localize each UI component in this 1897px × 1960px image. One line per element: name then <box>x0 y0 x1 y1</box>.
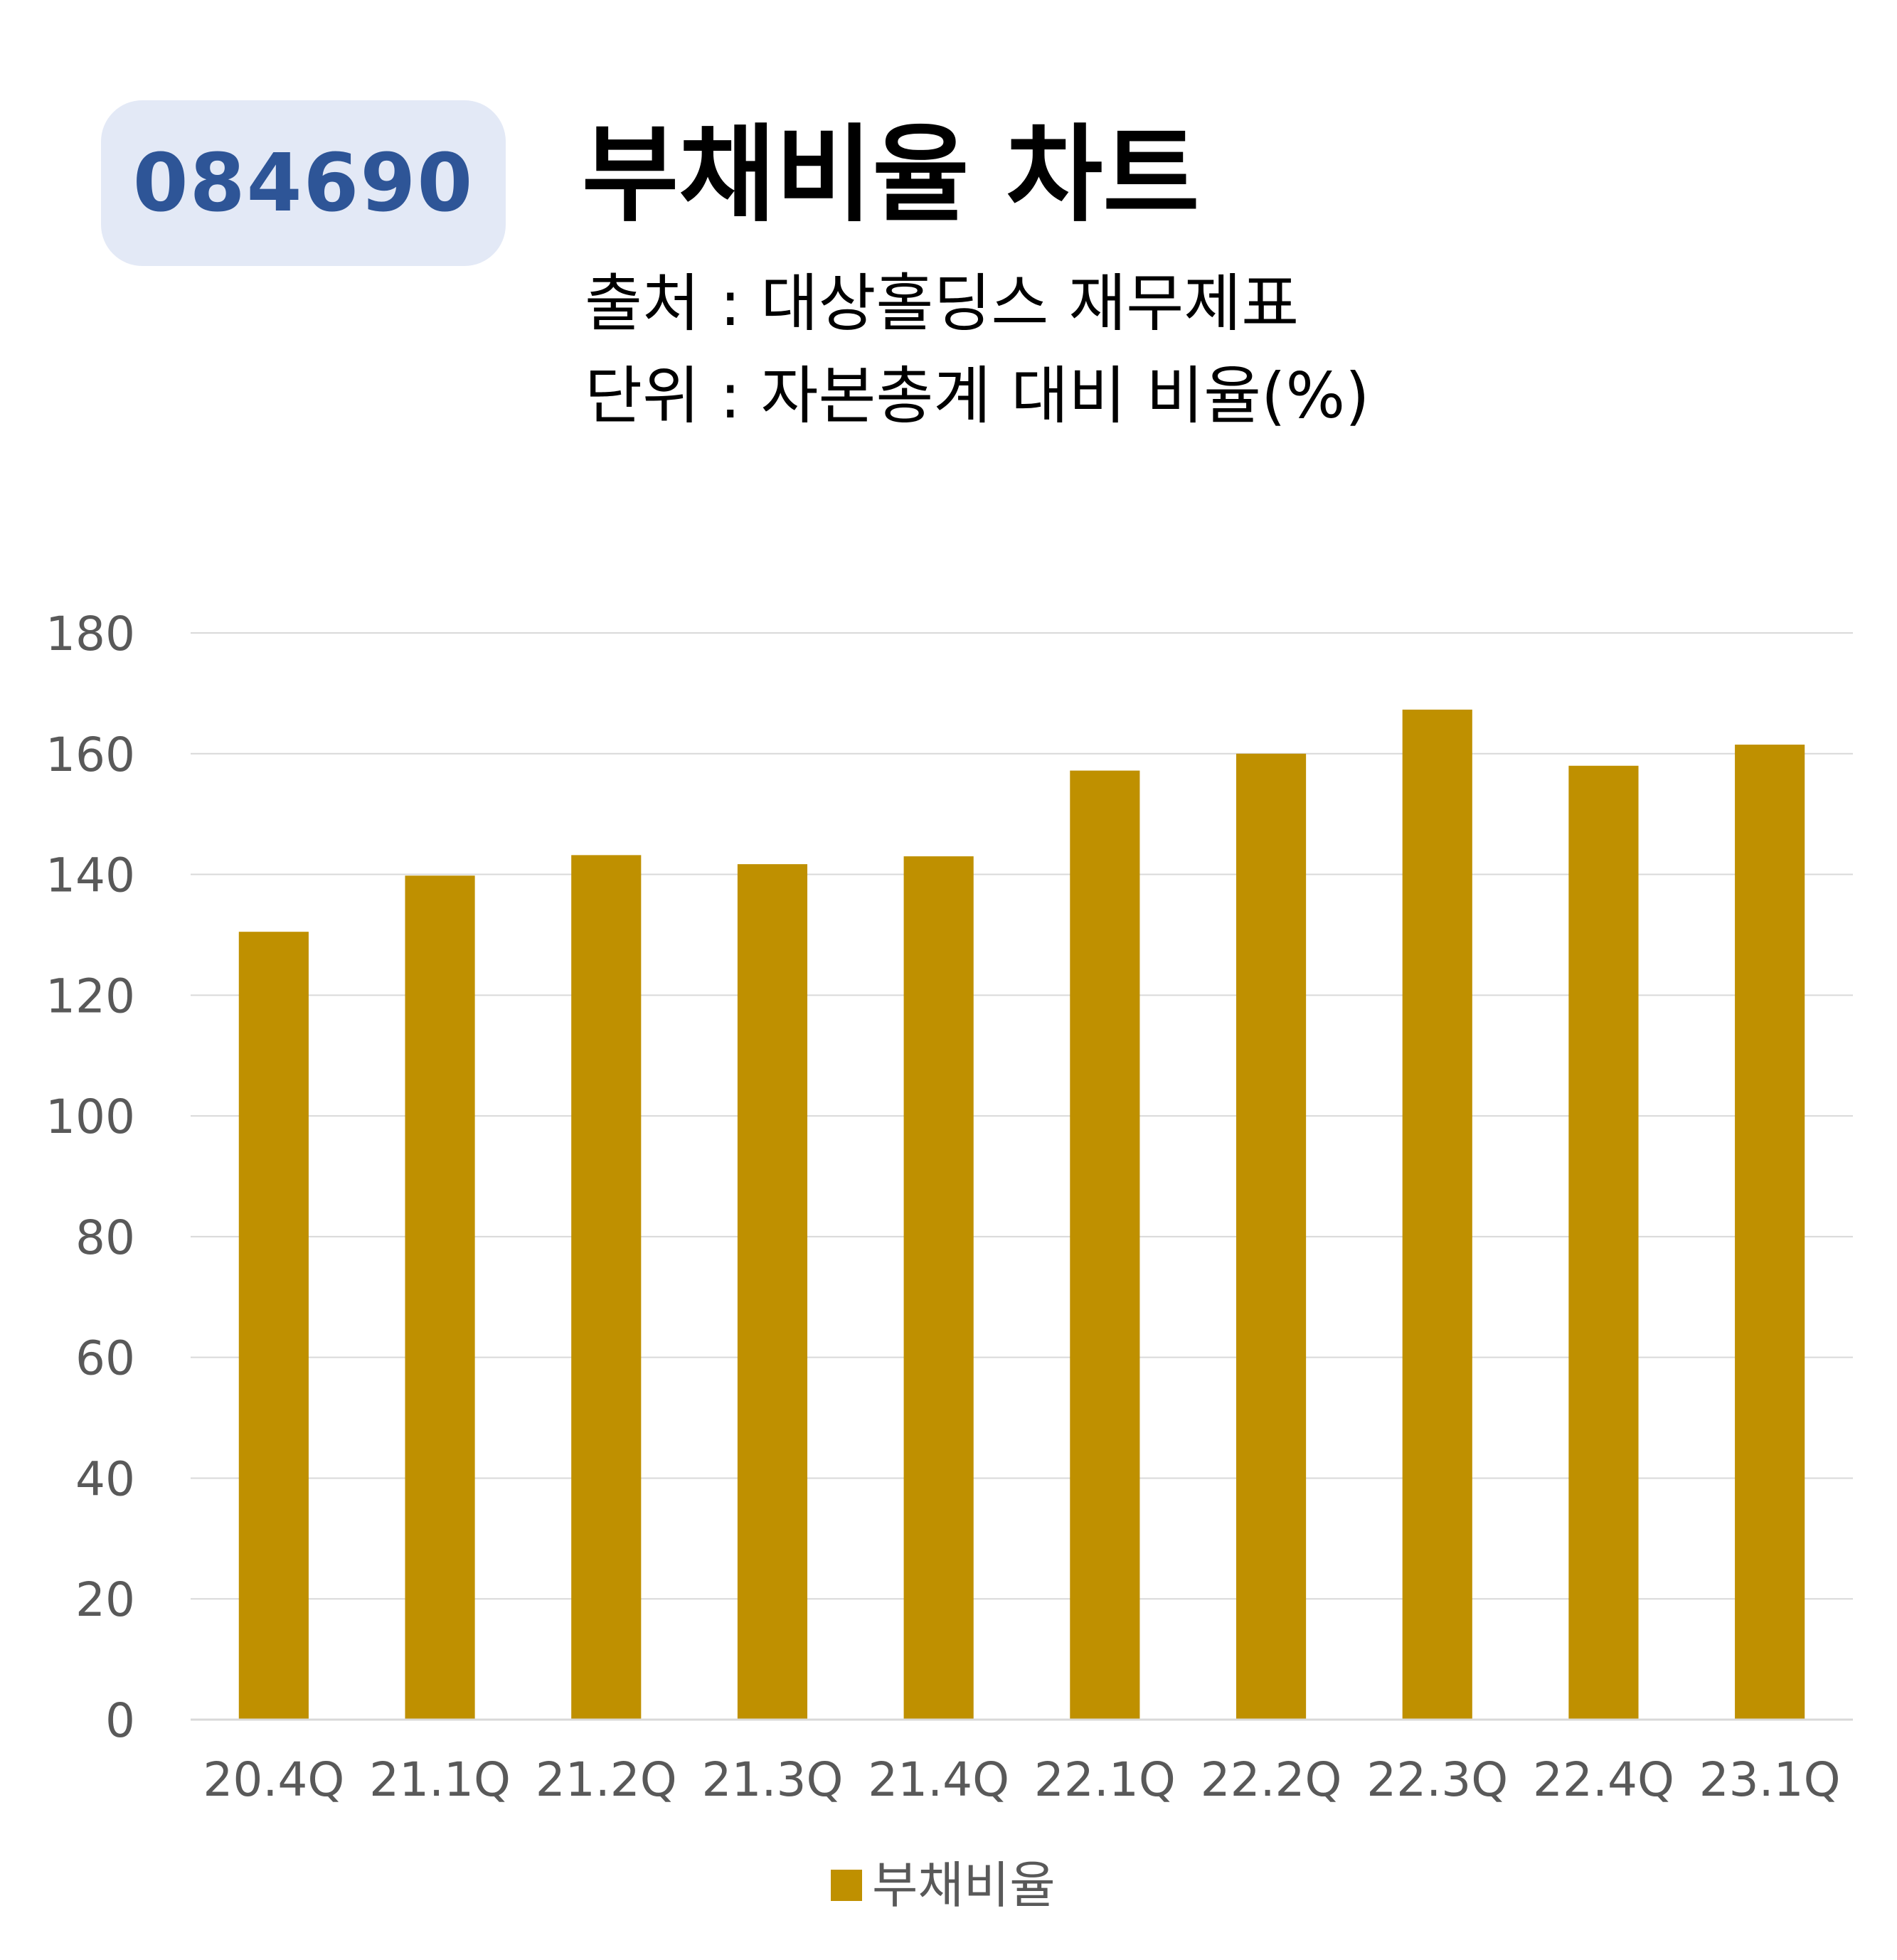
chart-unit: 단위 : 자본총계 대비 비율(%) <box>585 359 1370 432</box>
bar-22.2Q <box>1236 753 1307 1720</box>
stock-code: 084690 <box>132 137 474 230</box>
x-tick-label: 22.3Q <box>1366 1752 1508 1807</box>
bar-21.1Q <box>405 875 475 1720</box>
bar-22.4Q <box>1568 765 1639 1720</box>
y-tick-label: 140 <box>46 848 135 903</box>
y-axis-ticks: 0 20 40 60 80 100 120 140 160 180 <box>46 607 135 1748</box>
y-tick-label: 60 <box>75 1331 135 1386</box>
bar-21.3Q <box>737 864 808 1720</box>
bar-21.2Q <box>571 855 642 1720</box>
x-tick-label: 23.1Q <box>1699 1752 1841 1807</box>
bar-20.4Q <box>238 932 309 1720</box>
y-tick-label: 160 <box>46 728 135 782</box>
y-tick-label: 20 <box>75 1572 135 1627</box>
x-tick-label: 21.4Q <box>868 1752 1009 1807</box>
bar-22.1Q <box>1070 770 1140 1720</box>
x-tick-label: 21.1Q <box>369 1752 511 1807</box>
x-axis-ticks: 20.4Q 21.1Q 21.2Q 21.3Q 21.4Q 22.1Q 22.2Q 22.3Q… <box>191 1718 1853 1807</box>
bar-21.4Q <box>903 856 974 1720</box>
x-tick-label: 21.2Q <box>536 1752 677 1807</box>
x-tick-label: 22.1Q <box>1034 1752 1176 1807</box>
y-tick-label: 100 <box>46 1090 135 1144</box>
x-tick-label: 22.2Q <box>1201 1752 1342 1807</box>
y-tick-label: 80 <box>75 1210 135 1265</box>
stock-code-badge: 084690 <box>101 100 506 266</box>
y-tick-label: 180 <box>46 607 135 661</box>
y-tick-label: 0 <box>105 1693 135 1748</box>
legend: 부채비율 <box>831 1860 1056 1910</box>
x-tick-label: 20.4Q <box>203 1752 344 1807</box>
y-tick-label: 40 <box>75 1452 135 1506</box>
x-tick-label: 21.3Q <box>701 1752 843 1807</box>
bars <box>238 709 1805 1720</box>
legend-label: 부채비율 <box>872 1856 1056 1914</box>
bar-23.1Q <box>1735 745 1805 1720</box>
y-tick-label: 120 <box>46 969 135 1023</box>
chart-source: 출처 : 대상홀딩스 재무제표 <box>585 267 1300 340</box>
chart-title: 부채비율 차트 <box>582 114 1200 236</box>
legend-swatch <box>831 1870 862 1901</box>
x-tick-label: 22.4Q <box>1533 1752 1674 1807</box>
bar-22.3Q <box>1402 709 1472 1720</box>
